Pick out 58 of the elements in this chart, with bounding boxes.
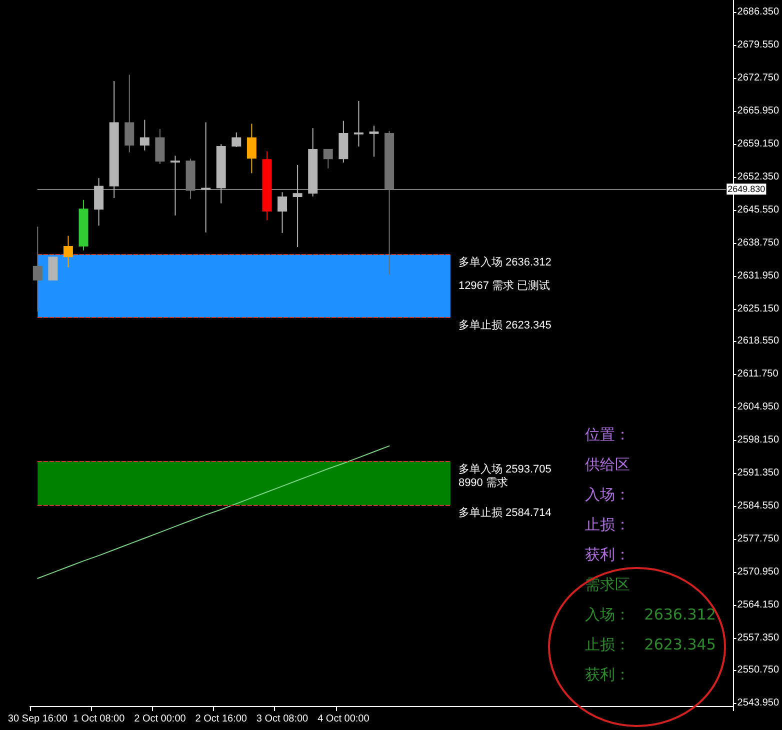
annotation: 止损： (585, 516, 630, 534)
annotation: 供给区 (585, 456, 630, 474)
x-tick-label: 2 Oct 00:00 (134, 714, 186, 724)
x-tick-label: 2 Oct 16:00 (195, 714, 248, 724)
y-tick-label: 2625.150 (737, 303, 780, 314)
candlestick (32, 226, 42, 312)
candlestick (124, 74, 134, 153)
y-tick-label: 2659.150 (737, 138, 780, 150)
candlestick (63, 235, 73, 268)
candlestick (292, 164, 302, 248)
y-tick-label: 2631.950 (737, 270, 780, 282)
annotation: 获利： (585, 546, 630, 564)
y-tick-label: 2686.350 (737, 6, 780, 18)
candlestick (246, 123, 256, 174)
y-tick-label: 2652.350 (737, 171, 780, 182)
ref-line-label: 2649.830 (728, 184, 766, 194)
band-label: 8990 需求 (458, 476, 508, 490)
y-tick-label: 2543.950 (737, 697, 780, 708)
band-label: 12967 需求 已测试 (458, 279, 550, 292)
y-tick-label: 2584.550 (737, 500, 780, 512)
y-tick-label: 2618.550 (737, 335, 780, 346)
y-tick-label: 2638.750 (737, 237, 780, 248)
ref-line-label: 多单入场 2593.705 (458, 462, 552, 476)
candlestick (94, 178, 104, 226)
y-tick-label: 2604.950 (737, 401, 780, 412)
y-tick-label: 2564.150 (737, 599, 780, 610)
y-tick-label: 2570.950 (737, 566, 780, 578)
candlestick (48, 256, 58, 281)
ref-line-label: 多单止损 2584.714 (458, 506, 552, 520)
candlestick (354, 100, 364, 148)
y-tick-label: 2679.550 (737, 39, 780, 50)
x-tick-label: 3 Oct 08:00 (256, 714, 309, 724)
ref-line-label: 多单止损 2623.345 (458, 318, 552, 332)
annotation: 位置： (585, 426, 630, 444)
x-tick-label: 1 Oct 08:00 (72, 714, 126, 724)
candlestick (170, 155, 180, 216)
y-tick-label: 2557.350 (737, 632, 780, 644)
y-tick-label: 2672.750 (737, 72, 780, 84)
y-tick-label: 2550.750 (737, 664, 780, 676)
y-tick-label: 2591.350 (737, 467, 780, 478)
y-tick-label: 2645.550 (737, 204, 780, 216)
x-tick-label: 30 Sep 16:00 (8, 714, 68, 724)
x-tick-label: 4 Oct 00:00 (318, 714, 370, 724)
candlestick (140, 119, 150, 151)
annotation: 获利： (585, 666, 630, 684)
candlestick (369, 125, 379, 158)
y-tick-label: 2611.750 (737, 368, 779, 380)
y-tick-label: 2598.150 (737, 434, 780, 446)
line-series (37, 445, 390, 579)
ref-line-label: 多单入场 2636.312 (458, 256, 552, 269)
candlestick (323, 148, 333, 169)
candlestick (278, 192, 288, 234)
candlestick (232, 132, 242, 148)
annotation: 止损： 2623.345 (585, 636, 716, 654)
y-tick-label: 2577.750 (737, 533, 780, 544)
y-tick-label: 2665.950 (737, 105, 780, 116)
annotation: 入场： 2636.312 (585, 606, 716, 624)
annotation: 入场： (585, 486, 630, 504)
